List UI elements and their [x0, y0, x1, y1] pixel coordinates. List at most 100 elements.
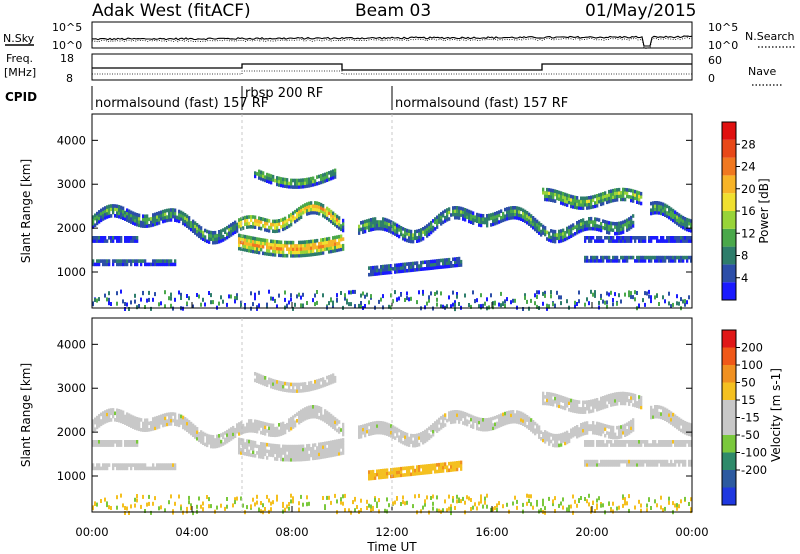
heatmap-cell	[340, 247, 343, 252]
heatmap-cell	[358, 432, 361, 436]
heatmap-cell	[268, 498, 270, 503]
heatmap-cell	[358, 231, 361, 235]
heatmap-cell	[156, 215, 159, 219]
heatmap-cell	[256, 243, 259, 248]
heatmap-cell	[426, 266, 429, 271]
heatmap-cell	[572, 223, 575, 227]
heatmap-cell	[352, 289, 354, 294]
heatmap-cell	[136, 236, 139, 240]
heatmap-cell	[278, 444, 281, 448]
heatmap-cell	[596, 398, 599, 402]
heatmap-cell	[328, 208, 331, 212]
radar-title: Adak West (fitACF)	[92, 1, 251, 21]
heatmap-cell	[208, 233, 211, 238]
heatmap-cell	[498, 210, 501, 214]
heatmap-cell	[448, 461, 451, 466]
heatmap-cell	[602, 399, 605, 403]
heatmap-cell	[554, 396, 557, 401]
heatmap-cell	[602, 198, 605, 203]
heatmap-cell	[266, 456, 269, 460]
heatmap-cell	[618, 187, 621, 192]
heatmap-cell	[306, 447, 309, 451]
heatmap-cell	[478, 223, 481, 227]
heatmap-cell	[580, 423, 583, 427]
heatmap-cell	[162, 463, 165, 467]
heatmap-cell	[472, 218, 475, 222]
heatmap-cell	[304, 209, 307, 214]
heatmap-cell	[162, 417, 165, 421]
heatmap-cell	[480, 223, 483, 228]
heatmap-cell	[438, 258, 441, 263]
heatmap-cell	[252, 246, 255, 250]
heatmap-cell	[196, 504, 198, 509]
heatmap-cell	[622, 223, 625, 228]
heatmap-cell	[152, 501, 154, 506]
heatmap-cell	[312, 446, 315, 451]
heatmap-cell	[384, 264, 387, 269]
heatmap-cell	[278, 447, 281, 452]
heatmap-cell	[122, 209, 125, 214]
heatmap-cell	[458, 209, 461, 214]
heatmap-cell	[574, 205, 577, 210]
heatmap-cell	[162, 423, 165, 428]
colorbar-swatch	[722, 282, 736, 300]
heatmap-cell	[340, 445, 343, 449]
heatmap-cell	[448, 261, 451, 265]
heatmap-cell	[670, 414, 673, 419]
y-tick-label: 4000	[57, 133, 86, 147]
heatmap-cell	[380, 424, 383, 428]
heatmap-cell	[630, 239, 633, 243]
heatmap-cell	[664, 459, 667, 464]
heatmap-cell	[590, 440, 593, 444]
heatmap-cell	[488, 217, 491, 221]
heatmap-cell	[300, 457, 303, 462]
heatmap-cell	[550, 188, 553, 193]
heatmap-cell	[494, 221, 497, 226]
heatmap-cell	[614, 191, 617, 196]
heatmap-cell	[636, 197, 639, 201]
heatmap-cell	[282, 451, 285, 455]
heatmap-cell	[426, 438, 429, 442]
heatmap-cell	[420, 228, 423, 232]
heatmap-cell	[474, 416, 477, 420]
heatmap-cell	[156, 466, 159, 471]
heatmap-cell	[166, 218, 169, 223]
heatmap-cell	[166, 422, 169, 427]
heatmap-cell	[338, 244, 341, 249]
heatmap-cell	[370, 507, 372, 512]
heatmap-cell	[316, 175, 319, 179]
heatmap-cell	[528, 416, 531, 421]
heatmap-cell	[96, 298, 98, 303]
heatmap-cell	[226, 225, 229, 230]
heatmap-cell	[230, 433, 233, 438]
heatmap-cell	[660, 459, 663, 464]
heatmap-cell	[92, 506, 94, 511]
heatmap-cell	[144, 509, 146, 513]
heatmap-cell	[188, 420, 191, 424]
heatmap-cell	[512, 298, 514, 303]
heatmap-cell	[584, 443, 587, 447]
heatmap-cell	[684, 427, 687, 432]
heatmap-cell	[288, 214, 291, 218]
heatmap-cell	[248, 422, 251, 427]
heatmap-cell	[242, 503, 244, 508]
heatmap-cell	[680, 255, 683, 260]
heatmap-cell	[106, 419, 109, 423]
heatmap-cell	[616, 231, 619, 236]
heatmap-cell	[116, 466, 119, 471]
heatmap-cell	[326, 417, 329, 421]
heatmap-cell	[664, 414, 667, 418]
heatmap-cell	[304, 206, 307, 211]
heatmap-cell	[374, 220, 377, 225]
heatmap-cell	[192, 433, 195, 437]
heatmap-cell	[280, 177, 283, 181]
heatmap-cell	[286, 454, 289, 459]
heatmap-cell	[164, 212, 167, 217]
heatmap-cell	[284, 290, 286, 295]
heatmap-cell	[316, 252, 319, 256]
heatmap-cell	[180, 296, 182, 300]
heatmap-cell	[534, 217, 537, 222]
heatmap-cell	[454, 419, 457, 424]
heatmap-cell	[606, 255, 609, 260]
heatmap-cell	[394, 436, 397, 440]
